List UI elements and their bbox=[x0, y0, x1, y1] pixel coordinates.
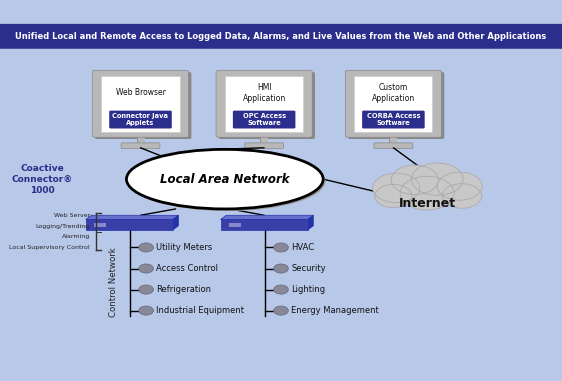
Text: Custom
Application: Custom Application bbox=[372, 83, 415, 103]
Text: Web Server: Web Server bbox=[53, 213, 90, 218]
Circle shape bbox=[139, 285, 153, 294]
Text: Energy Management: Energy Management bbox=[291, 306, 379, 315]
FancyBboxPatch shape bbox=[225, 76, 303, 132]
FancyBboxPatch shape bbox=[245, 143, 283, 149]
Circle shape bbox=[139, 243, 153, 252]
FancyBboxPatch shape bbox=[219, 72, 315, 139]
Polygon shape bbox=[173, 215, 179, 230]
FancyBboxPatch shape bbox=[362, 110, 425, 128]
Polygon shape bbox=[220, 215, 314, 219]
Bar bbox=[229, 223, 241, 227]
Circle shape bbox=[274, 306, 288, 315]
Text: Coactive
Connector®
1000: Coactive Connector® 1000 bbox=[12, 164, 72, 195]
Circle shape bbox=[375, 184, 412, 208]
Text: Refrigeration: Refrigeration bbox=[156, 285, 211, 294]
FancyBboxPatch shape bbox=[101, 76, 180, 132]
FancyBboxPatch shape bbox=[233, 110, 296, 128]
Circle shape bbox=[274, 243, 288, 252]
Text: Industrial Equipment: Industrial Equipment bbox=[156, 306, 244, 315]
Circle shape bbox=[139, 306, 153, 315]
Circle shape bbox=[437, 172, 482, 200]
Circle shape bbox=[274, 285, 288, 294]
FancyBboxPatch shape bbox=[345, 70, 441, 137]
Text: HMI
Application: HMI Application bbox=[243, 83, 285, 103]
Text: Logging/Trending: Logging/Trending bbox=[35, 224, 90, 229]
Text: Alarming: Alarming bbox=[62, 234, 90, 240]
Text: Local Area Network: Local Area Network bbox=[160, 173, 289, 186]
Text: Local Supervisory Control: Local Supervisory Control bbox=[10, 245, 90, 250]
Text: Web Browser: Web Browser bbox=[116, 88, 165, 98]
Ellipse shape bbox=[129, 152, 325, 211]
Circle shape bbox=[442, 184, 482, 208]
FancyBboxPatch shape bbox=[121, 143, 160, 149]
FancyBboxPatch shape bbox=[86, 219, 173, 230]
Bar bbox=[94, 223, 107, 227]
Text: Utility Meters: Utility Meters bbox=[156, 243, 212, 252]
Text: Access Control: Access Control bbox=[156, 264, 218, 273]
FancyBboxPatch shape bbox=[0, 24, 562, 49]
Text: Lighting: Lighting bbox=[291, 285, 325, 294]
Text: Unified Local and Remote Access to Logged Data, Alarms, and Live Values from the: Unified Local and Remote Access to Logge… bbox=[15, 32, 547, 41]
FancyBboxPatch shape bbox=[92, 70, 189, 137]
Circle shape bbox=[274, 264, 288, 273]
Text: Security: Security bbox=[291, 264, 326, 273]
Circle shape bbox=[373, 173, 420, 203]
Polygon shape bbox=[308, 215, 314, 230]
FancyBboxPatch shape bbox=[348, 72, 444, 139]
Circle shape bbox=[411, 163, 463, 195]
FancyBboxPatch shape bbox=[354, 76, 433, 132]
Text: Connector Java
Applets: Connector Java Applets bbox=[112, 113, 169, 126]
FancyBboxPatch shape bbox=[95, 72, 191, 139]
FancyBboxPatch shape bbox=[216, 70, 312, 137]
Circle shape bbox=[400, 176, 454, 210]
Text: OPC Access
Software: OPC Access Software bbox=[243, 113, 285, 126]
Polygon shape bbox=[86, 215, 179, 219]
FancyBboxPatch shape bbox=[220, 219, 308, 230]
Text: Internet: Internet bbox=[398, 197, 456, 210]
FancyBboxPatch shape bbox=[374, 143, 413, 149]
Ellipse shape bbox=[126, 149, 323, 209]
FancyBboxPatch shape bbox=[109, 110, 172, 128]
Text: HVAC: HVAC bbox=[291, 243, 314, 252]
Circle shape bbox=[139, 264, 153, 273]
Text: Control Network: Control Network bbox=[109, 247, 118, 317]
Circle shape bbox=[391, 165, 438, 195]
Text: CORBA Access
Software: CORBA Access Software bbox=[366, 113, 420, 126]
